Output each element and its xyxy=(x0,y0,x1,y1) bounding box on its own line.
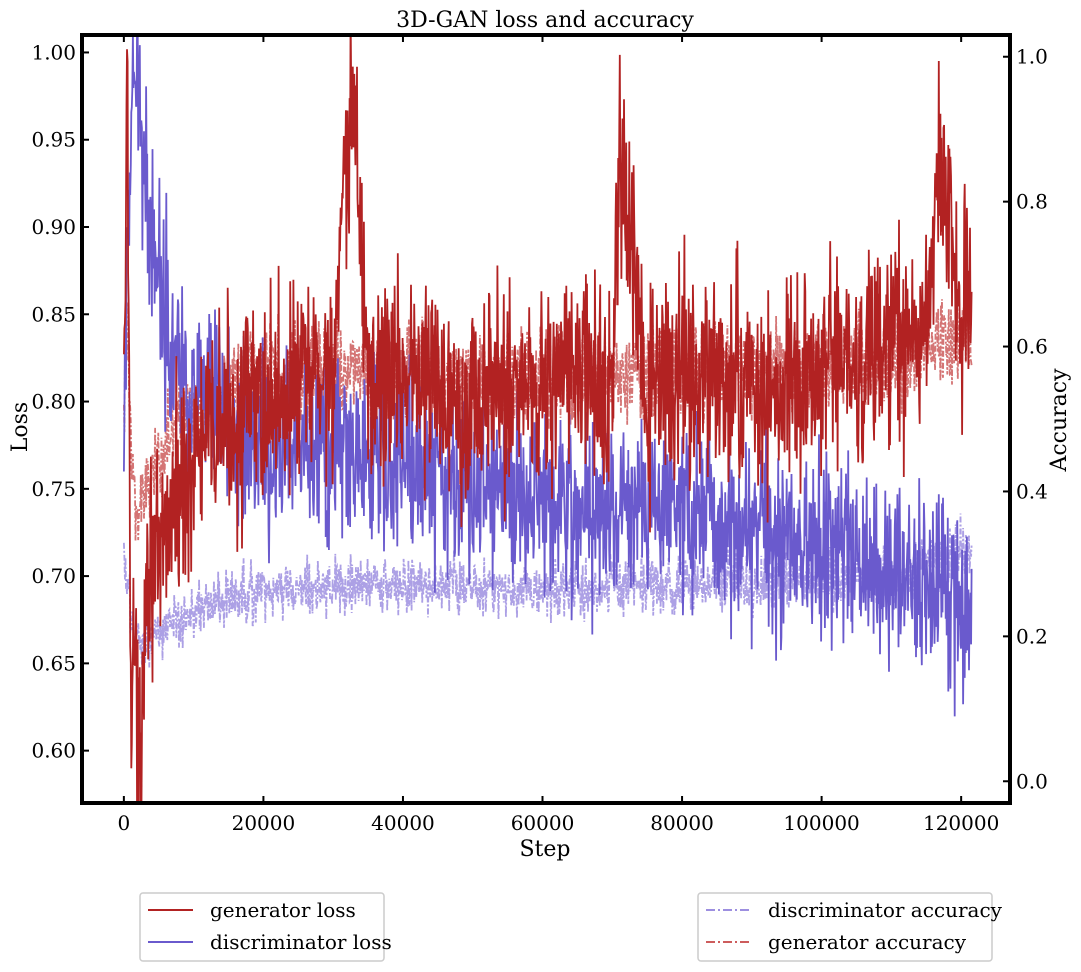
y-tick-label: 0.80 xyxy=(31,390,76,414)
x-axis-title: Step xyxy=(519,837,570,862)
legend-label-discriminator-accuracy: discriminator accuracy xyxy=(768,898,1003,922)
x-tick-label: 0 xyxy=(117,811,130,835)
y-tick-label: 0.60 xyxy=(31,739,76,763)
series-layer xyxy=(123,35,973,803)
y2-tick-label: 0.6 xyxy=(1016,335,1048,359)
series-line-discriminator-accuracy xyxy=(123,513,973,668)
y2-tick-label: 1.0 xyxy=(1016,45,1048,69)
y-axis-right: 0.0 0.2 0.4 0.6 0.8 1.0 xyxy=(1003,45,1048,793)
y-axis-left: 0.60 0.65 0.70 0.75 0.80 0.85 0.90 0.95 1.00 xyxy=(31,40,89,763)
y-tick-label: 1.00 xyxy=(31,40,76,64)
y-tick-label: 0.95 xyxy=(31,128,76,152)
x-tick-label: 20000 xyxy=(232,811,296,835)
y-tick-label: 0.65 xyxy=(31,651,76,675)
series-line-generator-loss xyxy=(123,35,973,803)
plot-frame xyxy=(80,33,1012,805)
y2-tick-label: 0.0 xyxy=(1016,769,1048,793)
y-tick-label: 0.70 xyxy=(31,564,76,588)
legend-left: generator loss discriminator loss xyxy=(139,892,392,962)
x-axis: 0 20000 40000 60000 80000 100000 120000 xyxy=(117,35,999,835)
x-tick-label: 80000 xyxy=(650,811,714,835)
y-tick-label: 0.85 xyxy=(31,302,76,326)
y2-tick-label: 0.8 xyxy=(1016,190,1048,214)
x-tick-label: 120000 xyxy=(923,811,999,835)
x-tick-label: 40000 xyxy=(371,811,435,835)
y2-axis-title: Accuracy xyxy=(1047,368,1072,473)
legend-right: discriminator accuracy generator accurac… xyxy=(697,892,1003,962)
x-tick-label: 60000 xyxy=(511,811,575,835)
legend-label-generator-loss: generator loss xyxy=(210,898,356,922)
y-axis-title: Loss xyxy=(8,402,33,452)
legend-label-discriminator-loss: discriminator loss xyxy=(210,930,392,954)
x-tick-label: 100000 xyxy=(783,811,859,835)
y2-tick-label: 0.2 xyxy=(1016,624,1048,648)
y-tick-label: 0.90 xyxy=(31,215,76,239)
y2-tick-label: 0.4 xyxy=(1016,479,1048,503)
chart-title: 3D-GAN loss and accuracy xyxy=(396,8,694,33)
y-tick-label: 0.75 xyxy=(31,477,76,501)
legend-label-generator-accuracy: generator accuracy xyxy=(768,930,967,954)
